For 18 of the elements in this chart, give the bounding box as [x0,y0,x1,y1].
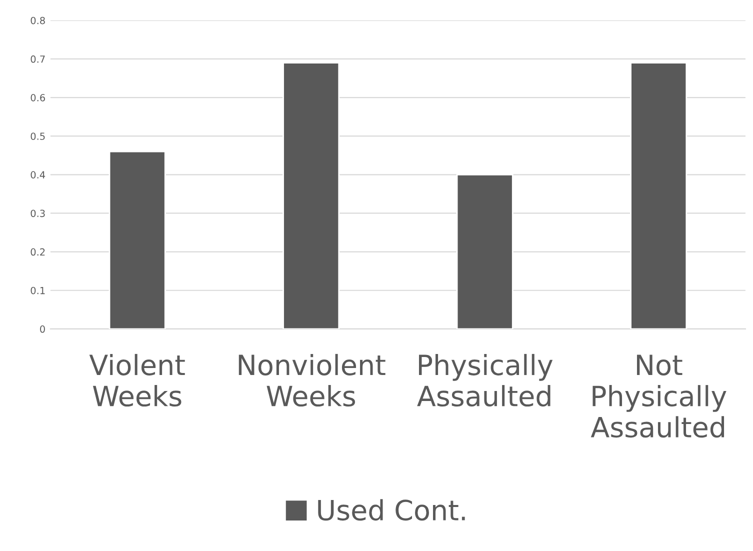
y-tick-label: 0.1 [30,286,45,294]
y-tick-label: 0.6 [30,94,45,102]
y-tick-label: 0.5 [30,132,45,140]
y-tick-label: 0.3 [30,210,45,218]
y-tick-label: 0.2 [30,248,45,256]
legend-label: Used Cont. [318,499,465,521]
x-tick-label: Violent Weeks [89,354,185,407]
bar [456,174,514,329]
y-tick-label: 0.8 [30,16,45,24]
x-tick-label: Not Physically Assaulted [590,354,726,438]
bar [630,62,688,329]
bar [282,62,340,329]
bar [108,150,166,329]
y-tick-label: 0 [40,325,45,333]
x-tick-label: Nonviolent Weeks [238,354,386,407]
x-tick-label: Physically Assaulted [417,354,553,407]
y-tick-label: 0.7 [30,55,45,63]
y-tick-label: 0.4 [30,171,46,178]
